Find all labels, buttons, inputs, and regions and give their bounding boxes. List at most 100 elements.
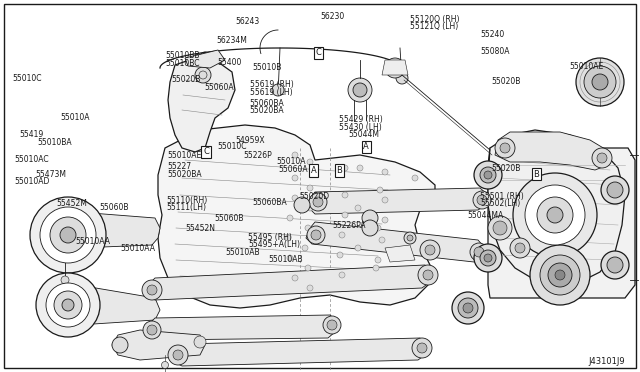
Polygon shape [144, 315, 338, 340]
Circle shape [64, 253, 72, 261]
Text: 55060BA: 55060BA [253, 198, 287, 207]
Text: 55020BA: 55020BA [250, 106, 284, 115]
Text: 55502(LH): 55502(LH) [480, 199, 520, 208]
Text: 55240: 55240 [480, 30, 504, 39]
Polygon shape [158, 125, 435, 308]
Circle shape [40, 207, 96, 263]
Circle shape [36, 273, 100, 337]
Text: 55010AC: 55010AC [14, 155, 49, 164]
Circle shape [83, 302, 89, 308]
Circle shape [64, 209, 72, 217]
Text: 55120Q (RH): 55120Q (RH) [410, 15, 459, 24]
Text: 55010C: 55010C [218, 142, 247, 151]
Circle shape [161, 362, 168, 369]
Circle shape [531, 196, 540, 205]
Circle shape [339, 232, 345, 238]
Circle shape [305, 265, 311, 271]
Circle shape [285, 235, 291, 241]
Text: 55010AE: 55010AE [570, 62, 604, 71]
Text: 55121Q (LH): 55121Q (LH) [410, 22, 458, 31]
Text: 55495+A(LH): 55495+A(LH) [248, 240, 300, 249]
Circle shape [385, 58, 405, 78]
Circle shape [420, 240, 440, 260]
Circle shape [474, 244, 502, 272]
Circle shape [355, 245, 361, 251]
Circle shape [470, 243, 488, 261]
Circle shape [575, 211, 584, 219]
Circle shape [342, 165, 348, 171]
Circle shape [537, 197, 573, 233]
Circle shape [458, 298, 478, 318]
Circle shape [54, 291, 82, 319]
Circle shape [607, 257, 623, 273]
Text: 55619 (LH): 55619 (LH) [250, 88, 292, 97]
Text: 55452M: 55452M [56, 199, 87, 208]
Text: 55452N: 55452N [186, 224, 216, 233]
Circle shape [382, 217, 388, 223]
Text: 55020B: 55020B [492, 77, 521, 86]
Circle shape [531, 225, 540, 234]
Circle shape [362, 220, 378, 236]
Circle shape [305, 225, 311, 231]
Circle shape [112, 337, 128, 353]
Text: 56230: 56230 [320, 12, 344, 21]
Text: 55010AB: 55010AB [269, 255, 303, 264]
Text: 55010AB: 55010AB [225, 248, 260, 257]
Text: 55430 (LH): 55430 (LH) [339, 123, 382, 132]
Circle shape [323, 316, 341, 334]
Text: 55044M: 55044M [349, 130, 380, 139]
Text: 55010AE: 55010AE [168, 151, 202, 160]
Circle shape [484, 254, 492, 262]
Circle shape [584, 66, 616, 98]
Text: 55226PA: 55226PA [333, 221, 366, 230]
Polygon shape [382, 60, 408, 75]
Text: 55010BA: 55010BA [37, 138, 72, 147]
Text: 55419: 55419 [19, 130, 44, 139]
Text: 56234M: 56234M [216, 36, 247, 45]
Circle shape [46, 283, 90, 327]
Text: B: B [336, 166, 342, 175]
Circle shape [463, 303, 473, 313]
Circle shape [547, 207, 563, 223]
Circle shape [287, 215, 293, 221]
Circle shape [62, 299, 74, 311]
Circle shape [530, 245, 590, 305]
Text: 55044MA: 55044MA [467, 211, 504, 219]
Circle shape [342, 192, 348, 198]
Circle shape [143, 321, 161, 339]
Polygon shape [385, 245, 415, 262]
Circle shape [357, 165, 363, 171]
Polygon shape [488, 148, 635, 298]
Circle shape [452, 292, 484, 324]
Circle shape [147, 325, 157, 335]
Circle shape [342, 212, 348, 218]
Polygon shape [58, 212, 160, 248]
Circle shape [390, 63, 400, 73]
Circle shape [42, 231, 50, 239]
Circle shape [377, 187, 383, 193]
Circle shape [592, 148, 612, 168]
Circle shape [173, 350, 183, 360]
Circle shape [379, 237, 385, 243]
Text: 55080A: 55080A [480, 47, 509, 56]
Circle shape [480, 167, 496, 183]
Circle shape [61, 254, 69, 262]
Text: 55010C: 55010C [13, 74, 42, 83]
Polygon shape [170, 338, 428, 366]
Circle shape [292, 275, 298, 281]
Circle shape [307, 226, 325, 244]
Text: 55619 (RH): 55619 (RH) [250, 80, 293, 89]
Text: 55010B: 55010B [253, 63, 282, 72]
Circle shape [309, 193, 327, 211]
Text: 55010AD: 55010AD [14, 177, 49, 186]
Circle shape [355, 205, 361, 211]
Circle shape [65, 320, 71, 326]
Circle shape [592, 74, 608, 90]
Text: 55020D: 55020D [300, 192, 330, 201]
Text: 55226P: 55226P [243, 151, 272, 160]
Circle shape [495, 138, 515, 158]
Circle shape [423, 270, 433, 280]
Circle shape [272, 84, 284, 96]
Circle shape [493, 221, 507, 235]
Circle shape [292, 152, 298, 158]
